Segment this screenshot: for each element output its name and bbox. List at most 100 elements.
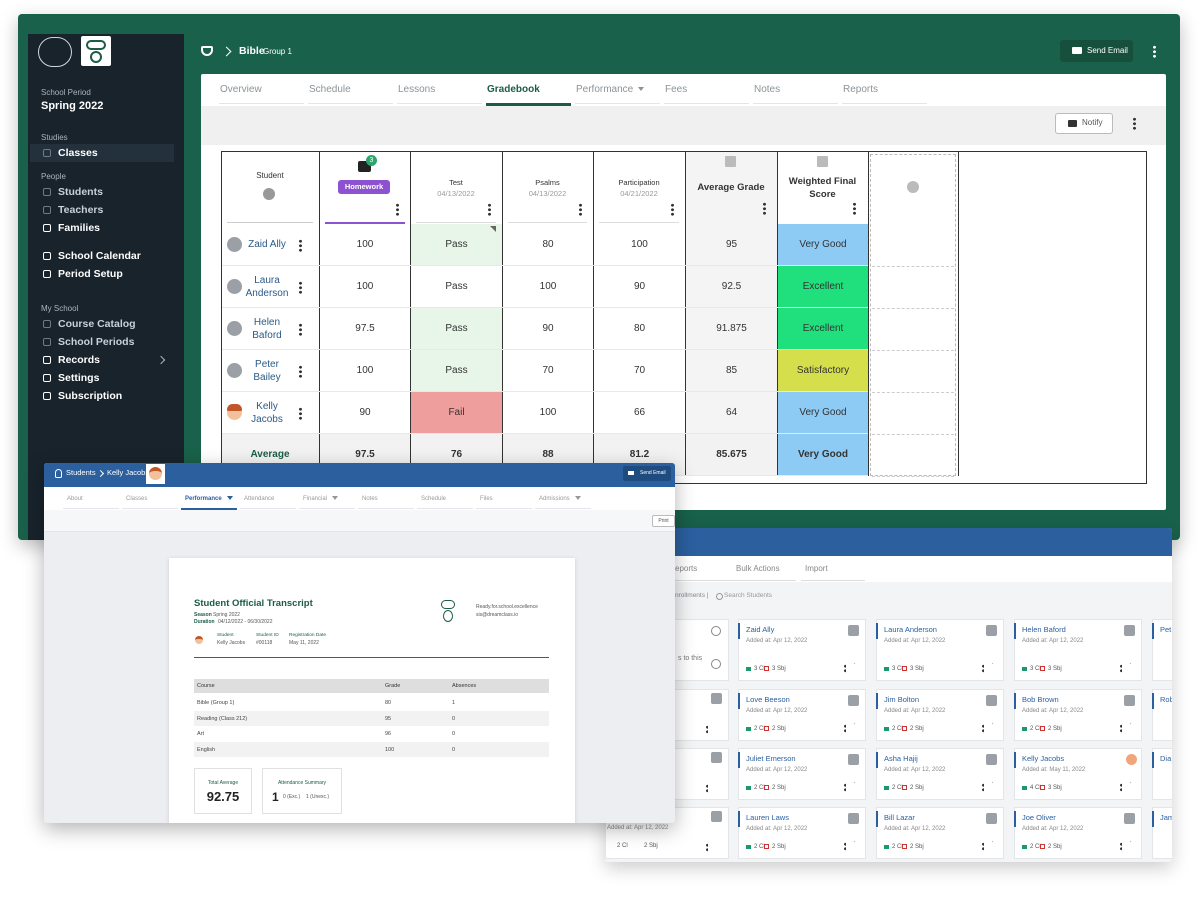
card-name[interactable]: Bill Lazar <box>884 813 915 822</box>
nav-item[interactable]: Teachers <box>58 204 104 216</box>
grade-value[interactable]: 90 <box>359 407 371 418</box>
student-name[interactable]: Peter Bailey <box>253 359 281 383</box>
column-kebab[interactable] <box>488 203 491 216</box>
card-name[interactable]: Laura Anderson <box>884 625 937 634</box>
grade-value[interactable]: 97.5 <box>355 449 375 460</box>
column-kebab[interactable] <box>396 203 399 216</box>
card-kebab[interactable] <box>844 664 846 673</box>
grade-value[interactable]: 100 <box>356 365 374 376</box>
grade-value[interactable]: 70 <box>633 365 646 376</box>
student-card[interactable] <box>1152 619 1172 681</box>
print-label[interactable]: Print <box>658 518 669 524</box>
grade-value[interactable]: 85.675 <box>716 449 747 460</box>
column-kebab[interactable] <box>671 203 674 216</box>
tab[interactable]: Schedule <box>309 84 351 95</box>
grade-value[interactable]: 100 <box>539 281 557 292</box>
grade-value[interactable]: 91.875 <box>716 323 747 334</box>
student-card[interactable] <box>1152 748 1172 800</box>
card-name[interactable]: Kelly Jacobs <box>1022 754 1065 763</box>
nav-item[interactable]: Records <box>58 354 101 366</box>
row-kebab[interactable] <box>299 239 302 252</box>
grade-value[interactable]: Very Good <box>797 449 848 460</box>
grade-value[interactable]: 85 <box>725 365 738 376</box>
column-title[interactable]: Psalms <box>535 178 560 187</box>
row-kebab[interactable] <box>299 365 302 378</box>
card-name[interactable]: Rob <box>1160 695 1172 704</box>
student-card[interactable] <box>1152 689 1172 741</box>
nav-item[interactable]: Course Catalog <box>58 318 136 330</box>
grade-value[interactable]: Pass <box>445 365 468 376</box>
card-kebab[interactable] <box>982 783 984 792</box>
print-button[interactable] <box>652 515 675 527</box>
grade-value[interactable]: Excellent <box>802 281 844 292</box>
grade-value[interactable]: 95 <box>725 239 738 250</box>
tab[interactable]: Import <box>805 564 828 573</box>
nav-item[interactable]: Period Setup <box>58 268 123 280</box>
card-kebab[interactable] <box>982 724 984 733</box>
row-kebab[interactable] <box>299 323 302 336</box>
grade-value[interactable]: 97.5 <box>355 323 375 334</box>
nav-item[interactable]: Families <box>58 222 101 234</box>
tab[interactable]: Performance <box>576 82 645 98</box>
grade-value[interactable]: Pass <box>445 323 468 334</box>
column-title[interactable]: Homework <box>344 182 384 191</box>
tab[interactable]: Notes <box>362 496 378 502</box>
tab[interactable]: Financial <box>303 491 339 507</box>
tab[interactable]: Reports <box>843 84 879 95</box>
nav-item[interactable]: Classes <box>58 147 98 159</box>
tab[interactable]: Attendance <box>244 496 275 502</box>
card-kebab[interactable] <box>844 724 846 733</box>
card-name[interactable]: Joe Oliver <box>1022 813 1056 822</box>
card-kebab[interactable] <box>1120 783 1122 792</box>
grade-value[interactable]: 64 <box>725 407 738 418</box>
tab[interactable]: Overview <box>220 84 262 95</box>
card-kebab[interactable] <box>982 664 984 673</box>
grade-value[interactable]: 90 <box>633 281 646 292</box>
column-title[interactable]: Test <box>449 178 463 187</box>
tab[interactable]: Lessons <box>398 84 436 95</box>
card-name[interactable]: Jam <box>1160 813 1172 822</box>
tab[interactable]: Bulk Actions <box>736 564 780 573</box>
student-name[interactable]: Kelly Jacobs <box>251 401 283 425</box>
breadcrumb[interactable]: Students <box>66 468 96 477</box>
student-name[interactable]: Zaid Ally <box>248 239 286 250</box>
send-email-label[interactable]: Send Email <box>640 470 666 476</box>
grade-value[interactable]: 90 <box>542 323 554 334</box>
notify-button[interactable] <box>1055 113 1113 134</box>
tab[interactable]: Classes <box>126 496 148 502</box>
card-kebab[interactable] <box>844 842 846 851</box>
grade-value[interactable]: 70 <box>542 365 554 376</box>
send-email-label[interactable]: Send Email <box>1087 46 1128 55</box>
add-student-plus[interactable] <box>263 188 275 200</box>
grade-value[interactable]: 80 <box>633 323 646 334</box>
grade-value[interactable]: 76 <box>450 449 463 460</box>
grade-value[interactable]: 100 <box>356 281 374 292</box>
row-kebab[interactable] <box>299 407 302 420</box>
student-card[interactable] <box>876 748 1004 800</box>
card-name[interactable]: Jim Bolton <box>884 695 920 704</box>
card-kebab[interactable] <box>982 842 984 851</box>
column-title[interactable]: Weighted Final Score <box>788 176 857 200</box>
grade-value[interactable]: Pass <box>445 239 468 250</box>
column-title[interactable]: Average Grade <box>697 182 765 193</box>
card-name[interactable]: Helen Baford <box>1022 625 1066 634</box>
column-kebab[interactable] <box>579 203 582 216</box>
grade-value[interactable]: Excellent <box>802 323 844 334</box>
student-name[interactable]: Helen Baford <box>252 317 282 341</box>
card-name[interactable]: Love Beeson <box>746 695 790 704</box>
nav-item[interactable]: School Periods <box>58 336 135 348</box>
column-kebab[interactable] <box>763 202 766 215</box>
nav-item[interactable]: Subscription <box>58 390 123 402</box>
card-name[interactable]: Pet <box>1160 625 1172 634</box>
tab[interactable]: Admissions <box>539 491 581 507</box>
card-name[interactable]: Bob Brown <box>1022 695 1059 704</box>
student-header[interactable]: Student <box>256 171 284 180</box>
grade-value[interactable]: Pass <box>445 281 468 292</box>
nav-item[interactable]: Settings <box>58 372 100 384</box>
notify-label[interactable]: Notify <box>1082 118 1103 127</box>
tab[interactable]: Notes <box>754 84 781 95</box>
column-title[interactable]: Participation <box>618 178 660 187</box>
card-kebab[interactable] <box>1120 842 1122 851</box>
student-name[interactable]: Laura Anderson <box>245 275 289 299</box>
grade-value[interactable]: 92.5 <box>721 281 742 292</box>
